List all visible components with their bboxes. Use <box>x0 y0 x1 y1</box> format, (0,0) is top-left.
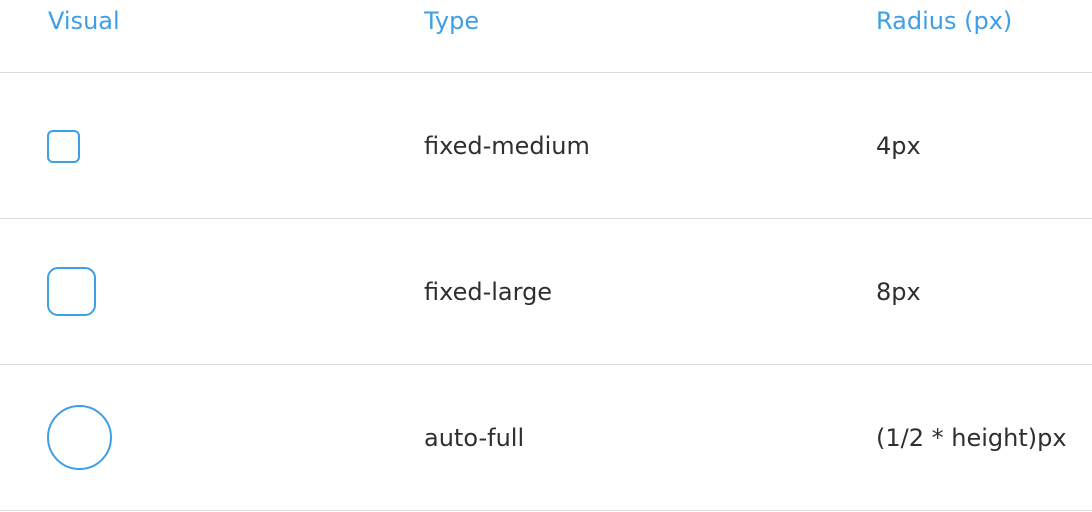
table-row: fixed-medium 4px <box>0 73 1092 219</box>
table-header: Visual Type Radius (px) <box>0 0 1092 73</box>
circle-icon <box>47 405 112 470</box>
radius-cell: 4px <box>876 132 921 160</box>
rounded-square-medium-icon <box>47 130 80 163</box>
header-type: Type <box>424 7 480 35</box>
header-radius: Radius (px) <box>876 7 1013 35</box>
radius-cell: (1/2 * height)px <box>876 424 1067 452</box>
table-row: fixed-large 8px <box>0 219 1092 365</box>
type-cell: auto-full <box>424 424 525 452</box>
radius-cell: 8px <box>876 278 921 306</box>
type-cell: fixed-large <box>424 278 553 306</box>
table-row: auto-full (1/2 * height)px <box>0 365 1092 511</box>
header-visual: Visual <box>48 7 120 35</box>
type-cell: fixed-medium <box>424 132 590 160</box>
rounded-square-large-icon <box>47 267 96 316</box>
